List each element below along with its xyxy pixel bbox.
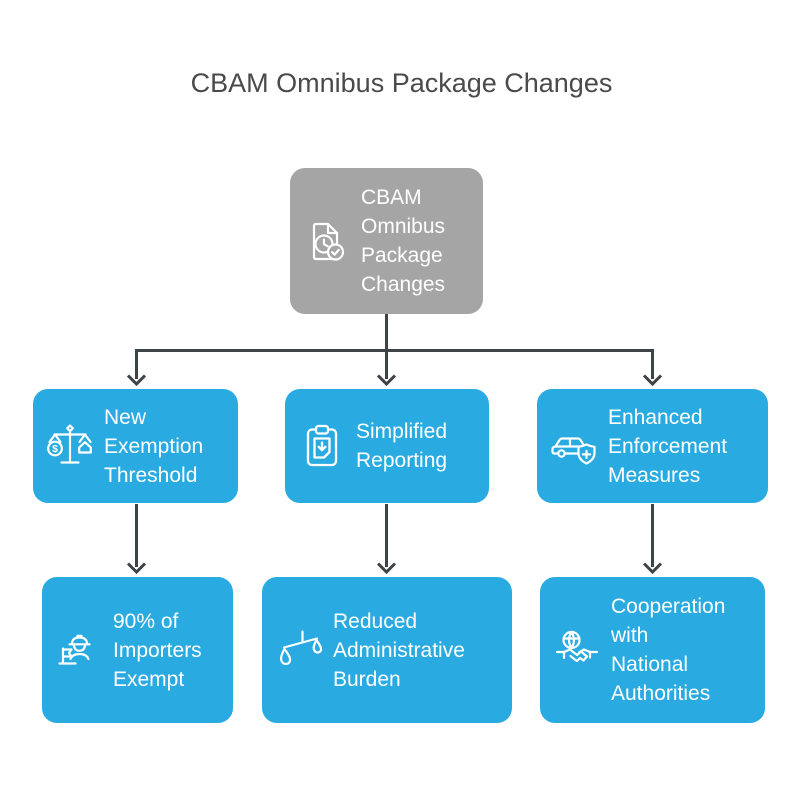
handshake-globe-icon: [552, 627, 602, 673]
node-enhanced-enforcement-measures: Enhanced Enforcement Measures: [537, 389, 768, 503]
engineer-flag-icon: [54, 627, 104, 673]
svg-text:$: $: [52, 443, 58, 455]
node-label: Simplified Reporting: [356, 420, 448, 472]
node-simplified-reporting: Simplified Reporting: [285, 389, 489, 503]
node-label: Enhanced Enforcement Measures: [608, 405, 728, 487]
node-cooperation-national-authorities: Cooperation with National Authorities: [540, 577, 765, 723]
node-label: New Exemption Threshold: [104, 405, 204, 487]
car-shield-plus-icon: [549, 424, 599, 468]
clipboard-download-icon: [297, 423, 347, 469]
node-root-label: CBAM Omnibus Package Changes: [361, 186, 446, 296]
document-clock-check-icon: [302, 219, 352, 263]
hanging-scale-icon: [274, 627, 324, 673]
node-label: Reduced Administrative Burden: [333, 609, 465, 691]
node-new-exemption-threshold: $ New Exemption Threshold: [33, 389, 238, 503]
node-label: 90% of Importers Exempt: [113, 609, 202, 691]
page-title: CBAM Omnibus Package Changes: [190, 68, 613, 98]
node-label: Cooperation with National Authorities: [611, 595, 726, 705]
balance-scale-dollar-icon: $: [45, 422, 95, 470]
node-root: CBAM Omnibus Package Changes: [290, 168, 483, 314]
node-importers-exempt: 90% of Importers Exempt: [42, 577, 233, 723]
node-reduced-administrative-burden: Reduced Administrative Burden: [262, 577, 512, 723]
